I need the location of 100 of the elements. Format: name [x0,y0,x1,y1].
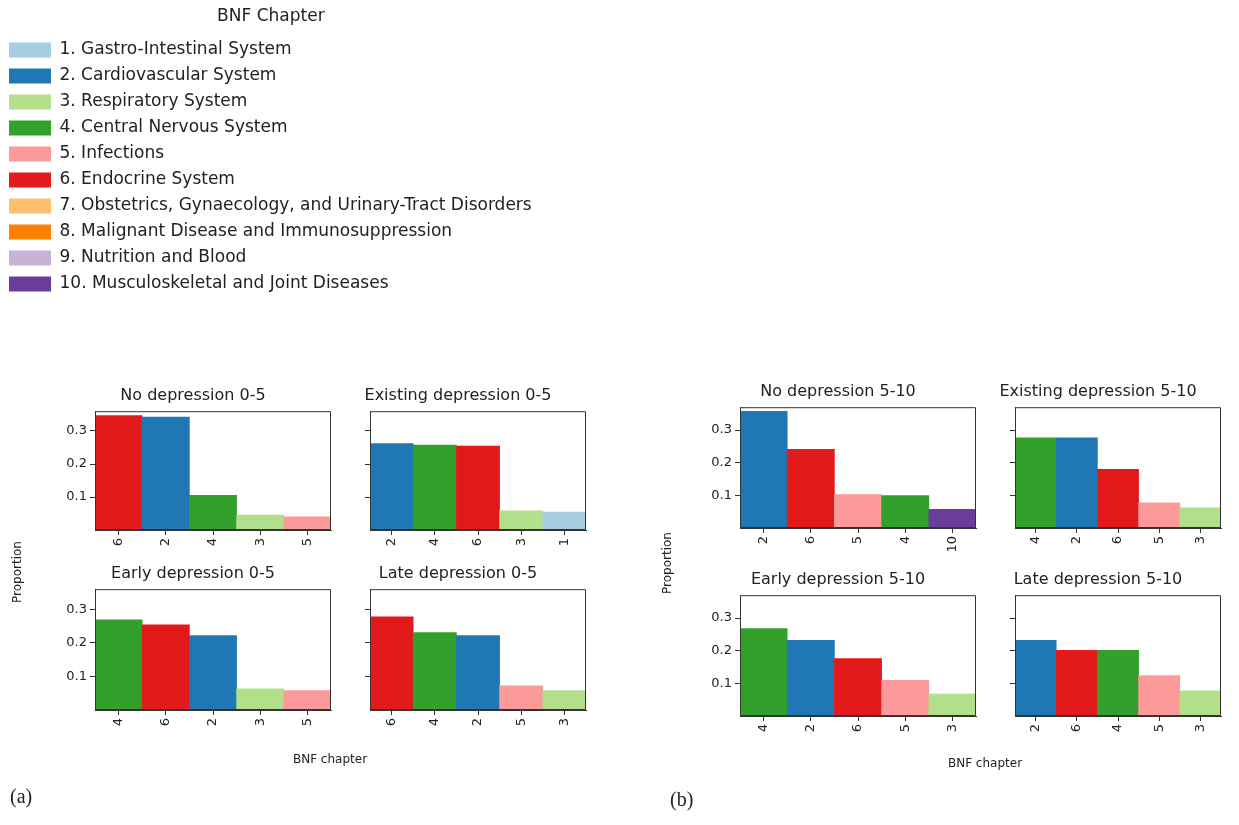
y-tick-label: 0.1 [711,486,732,502]
bar [1179,690,1221,716]
x-tick-label: 4 [1109,724,1125,733]
bar [499,510,544,530]
x-tick-label: 2 [157,538,173,547]
bar [786,639,835,716]
bar [141,416,190,530]
bar [740,411,788,528]
bar [834,494,882,528]
x-tick-label: 2 [1026,724,1042,733]
bar [881,495,930,528]
legend-label: 4. Central Nervous System [59,116,288,137]
x-tick-label: 6 [849,724,865,733]
x-tick-label: 4 [754,724,770,733]
chart-title: No depression 5-10 [760,380,916,400]
x-tick-label: 3 [1191,724,1207,733]
x-tick-label: 6 [157,718,173,727]
bar [928,693,976,716]
y-tick-label: 0.3 [66,422,87,438]
x-tick-label: 10 [943,536,959,553]
x-tick-label: 3 [1191,536,1207,545]
bar [412,632,457,710]
x-tick-label: 5 [849,536,865,545]
x-tick-label: 6 [802,536,818,545]
y-tick-label: 0.2 [711,642,732,658]
legend-label: 9. Nutrition and Blood [59,246,247,267]
legend-label: 2. Cardiovascular System [59,64,277,85]
x-tick-label: 5 [1150,536,1166,545]
legend-label: 1. Gastro-Intestinal System [59,38,292,59]
y-tick-label: 0.1 [66,488,87,504]
x-tick-label: 5 [512,718,528,727]
legend-label: 7. Obstetrics, Gynaecology, and Urinary-Tract Disorders [59,194,532,215]
x-tick-label: 5 [896,724,912,733]
legend-label: 8. Malignant Disease and Immunosuppression [59,220,453,241]
text: (b) [670,788,694,811]
bar [236,688,285,710]
bar [1097,468,1139,528]
x-tick-label: 3 [943,724,959,733]
bar [456,635,500,710]
chart-title: Late depression 0-5 [378,562,538,582]
bar [189,635,237,710]
x-tick-label: 2 [754,536,770,545]
legend-label: 6. Endocrine System [59,168,235,189]
x-tick-label: 3 [555,718,571,727]
y-axis-title: Proportion [660,532,674,594]
bar [542,690,586,710]
x-tick-label: 5 [298,538,314,547]
y-tick-label: 0.1 [66,667,87,683]
bar [928,509,976,528]
x-tick-label: 4 [204,538,220,547]
x-tick-label: 3 [251,718,267,727]
bar [1138,675,1181,716]
bar [740,628,788,716]
chart-title: No depression 0-5 [120,384,266,404]
x-tick-label: 3 [251,538,267,547]
legend-title: BNF Chapter [217,4,325,25]
bar [1179,507,1221,528]
bar [1055,650,1098,716]
bar [283,516,331,530]
bar [834,658,882,716]
bar [786,448,835,528]
x-tick-label: 6 [109,538,125,547]
chart-title: Existing depression 5-10 [999,380,1197,400]
bar [456,445,500,530]
bar [370,443,414,530]
x-axis-title: BNF chapter [292,752,368,766]
y-tick-label: 0.2 [66,455,87,471]
x-tick-label: 6 [1109,536,1125,545]
y-axis-title: Proportion [10,541,24,603]
y-tick-label: 0.3 [66,600,87,616]
x-tick-label: 4 [426,538,442,547]
x-tick-label: 1 [555,538,571,547]
x-tick-label: 3 [512,538,528,547]
chart-title: Late depression 5-10 [1013,568,1183,588]
x-tick-label: 5 [1150,724,1166,733]
legend-label: 10. Musculoskeletal and Joint Diseases [59,272,389,293]
bar [1097,650,1139,716]
bar [370,616,414,710]
bar [881,680,930,716]
chart-title: Early depression 5-10 [750,568,926,588]
y-tick-label: 0.2 [66,634,87,650]
x-tick-label: 2 [204,718,220,727]
x-tick-label: 4 [109,718,125,727]
bar [141,624,190,710]
x-axis-title: BNF chapter [947,756,1023,770]
bar [1055,437,1098,528]
bar [1138,502,1181,528]
bar [1015,437,1057,528]
chart-title: Early depression 0-5 [111,562,275,582]
text: (a) [10,785,33,808]
y-tick-label: 0.3 [711,421,732,437]
x-tick-label: 2 [382,538,398,547]
x-tick-label: 2 [1068,536,1084,545]
bar [412,444,457,530]
legend-label: 5. Infections [59,142,165,163]
y-tick-label: 0.3 [711,609,732,625]
x-tick-label: 6 [1068,724,1084,733]
x-tick-label: 6 [469,538,485,547]
bar [283,690,331,710]
bar [236,514,285,530]
